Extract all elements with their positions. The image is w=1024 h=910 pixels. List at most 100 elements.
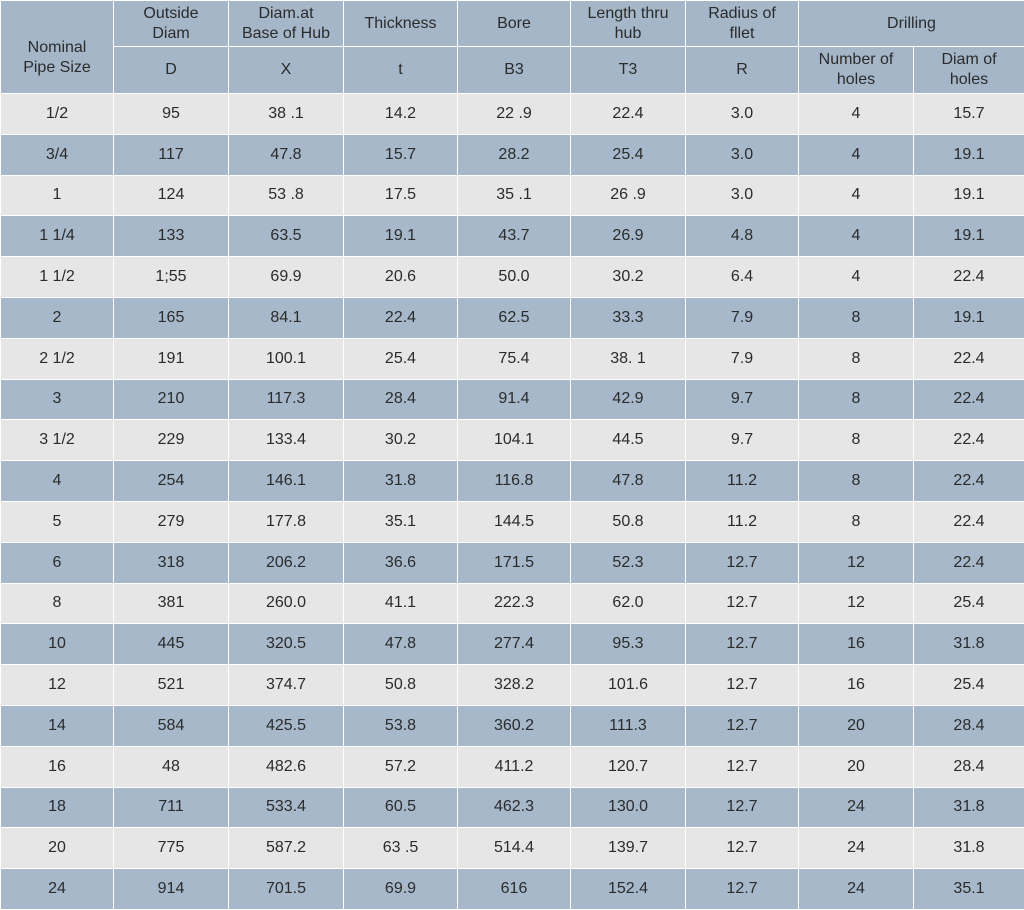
table-cell: 3.0: [686, 134, 799, 175]
table-cell: 425.5: [229, 705, 344, 746]
table-cell: 24: [799, 787, 914, 828]
table-cell: 4: [799, 216, 914, 257]
table-cell: 50.0: [458, 257, 571, 298]
table-cell: 12.7: [686, 828, 799, 869]
table-cell: 6.4: [686, 257, 799, 298]
table-cell: 38. 1: [571, 338, 686, 379]
table-cell: 47.8: [344, 624, 458, 665]
table-cell: 111.3: [571, 705, 686, 746]
table-cell: 14.2: [344, 94, 458, 135]
table-cell: 20: [1, 828, 114, 869]
table-cell: 12.7: [686, 624, 799, 665]
table-cell: 53 .8: [229, 175, 344, 216]
table-cell: 101.6: [571, 665, 686, 706]
table-cell: 100.1: [229, 338, 344, 379]
table-cell: 14: [1, 705, 114, 746]
table-cell: 8: [799, 420, 914, 461]
table-cell: 587.2: [229, 828, 344, 869]
table-cell: 222.3: [458, 583, 571, 624]
table-cell: 31.8: [914, 787, 1024, 828]
table-cell: 117.3: [229, 379, 344, 420]
table-cell: 482.6: [229, 746, 344, 787]
table-cell: 12.7: [686, 787, 799, 828]
table-cell: 10: [1, 624, 114, 665]
table-cell: 35 .1: [458, 175, 571, 216]
table-cell: 28.4: [914, 746, 1024, 787]
subheader-cell: R: [686, 47, 799, 94]
table-cell: 328.2: [458, 665, 571, 706]
table-cell: 19.1: [914, 175, 1024, 216]
table-cell: 35.1: [914, 869, 1024, 910]
table-cell: 48: [114, 746, 229, 787]
table-cell: 318: [114, 542, 229, 583]
table-cell: 8: [799, 461, 914, 502]
table-cell: 130.0: [571, 787, 686, 828]
table-cell: 16: [799, 665, 914, 706]
table-cell: 50.8: [344, 665, 458, 706]
table-cell: 15.7: [344, 134, 458, 175]
table-cell: 12: [799, 542, 914, 583]
table-cell: 914: [114, 869, 229, 910]
header-cell: Bore: [458, 1, 571, 47]
table-cell: 12: [1, 665, 114, 706]
table-cell: 210: [114, 379, 229, 420]
table-cell: 91.4: [458, 379, 571, 420]
table-cell: 19.1: [914, 216, 1024, 257]
table-cell: 18: [1, 787, 114, 828]
table-cell: 139.7: [571, 828, 686, 869]
table-cell: 4.8: [686, 216, 799, 257]
table-cell: 62.5: [458, 297, 571, 338]
table-cell: 20: [799, 746, 914, 787]
table-cell: 33.3: [571, 297, 686, 338]
table-cell: 9.7: [686, 420, 799, 461]
table-cell: 50.8: [571, 501, 686, 542]
table-cell: 31.8: [914, 828, 1024, 869]
table-cell: 19.1: [344, 216, 458, 257]
table-cell: 279: [114, 501, 229, 542]
table-cell: 165: [114, 297, 229, 338]
table-cell: 445: [114, 624, 229, 665]
table-cell: 11.2: [686, 461, 799, 502]
table-cell: 63 .5: [344, 828, 458, 869]
table-cell: 104.1: [458, 420, 571, 461]
table-cell: 84.1: [229, 297, 344, 338]
table-cell: 20: [799, 705, 914, 746]
table-cell: 31.8: [344, 461, 458, 502]
table-cell: 26.9: [571, 216, 686, 257]
table-cell: 22.4: [914, 420, 1024, 461]
header-cell: Nominal Pipe Size: [1, 1, 114, 94]
table-cell: 35.1: [344, 501, 458, 542]
table-cell: 62.0: [571, 583, 686, 624]
table-cell: 28.4: [344, 379, 458, 420]
table-cell: 584: [114, 705, 229, 746]
table-cell: 69.9: [344, 869, 458, 910]
table-cell: 17.5: [344, 175, 458, 216]
table-cell: 15.7: [914, 94, 1024, 135]
table-cell: 462.3: [458, 787, 571, 828]
table-cell: 4: [799, 94, 914, 135]
table-cell: 3.0: [686, 94, 799, 135]
table-cell: 25.4: [571, 134, 686, 175]
table-cell: 177.8: [229, 501, 344, 542]
table-cell: 2 1/2: [1, 338, 114, 379]
table-cell: 53.8: [344, 705, 458, 746]
table-cell: 514.4: [458, 828, 571, 869]
subheader-cell: D: [114, 47, 229, 94]
table-cell: 374.7: [229, 665, 344, 706]
table-cell: 4: [1, 461, 114, 502]
table-cell: 22.4: [914, 461, 1024, 502]
table-cell: 8: [799, 297, 914, 338]
table-cell: 533.4: [229, 787, 344, 828]
table-cell: 12.7: [686, 583, 799, 624]
table-cell: 521: [114, 665, 229, 706]
table-cell: 191: [114, 338, 229, 379]
table-cell: 28.2: [458, 134, 571, 175]
